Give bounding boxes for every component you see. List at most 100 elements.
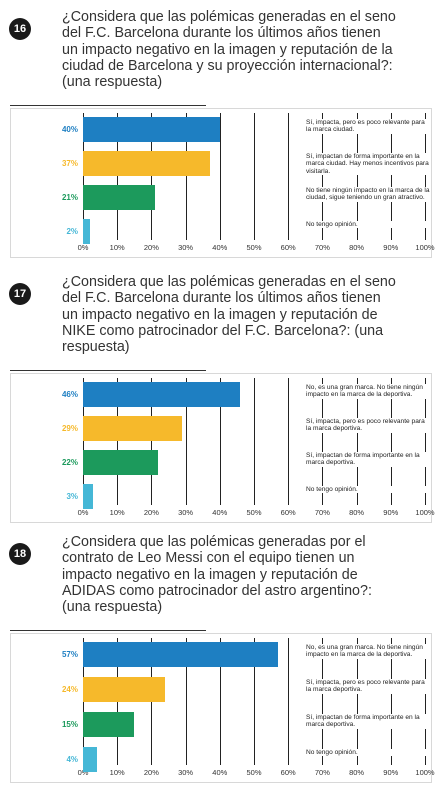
x-tick-label: 100% <box>415 508 435 517</box>
x-tick-label: 30% <box>178 508 194 517</box>
grid-line <box>390 638 392 765</box>
chart-frame <box>10 108 432 258</box>
grid-line <box>151 113 153 240</box>
divider <box>10 630 206 631</box>
grid-line <box>117 378 119 505</box>
grid-line <box>185 113 187 240</box>
bar <box>83 416 183 441</box>
x-tick-label: 70% <box>314 508 330 517</box>
grid-line <box>356 378 358 505</box>
x-tick-label: 60% <box>280 508 296 517</box>
value-label: 57% <box>61 650 78 659</box>
grid-line <box>288 638 290 765</box>
grid-line <box>219 113 221 240</box>
bar <box>83 151 210 176</box>
x-tick-label: 90% <box>383 508 399 517</box>
x-tick-label: 90% <box>383 768 399 777</box>
answer-label: Sí, impactan de forma importante en la m… <box>306 714 431 729</box>
x-tick-label: 100% <box>415 243 435 252</box>
grid-line <box>322 113 324 240</box>
answer-label: Sí, impacta, pero es poco relevante para… <box>306 418 431 433</box>
bar <box>83 450 159 475</box>
bar <box>83 219 90 244</box>
bar <box>83 117 220 142</box>
x-tick-label: 70% <box>314 768 330 777</box>
value-label: 4% <box>66 755 78 764</box>
x-tick-label: 50% <box>246 508 262 517</box>
x-tick-label: 80% <box>349 508 365 517</box>
x-tick-label: 50% <box>246 243 262 252</box>
answer-label: No tengo opinión. <box>306 221 431 229</box>
grid-line <box>83 113 84 240</box>
grid-line <box>219 638 221 765</box>
value-label: 21% <box>61 193 78 202</box>
x-tick-label: 10% <box>109 768 125 777</box>
value-label: 24% <box>61 685 78 694</box>
question-number: 16 <box>9 18 31 40</box>
grid-line <box>425 638 426 765</box>
grid-line <box>254 378 255 505</box>
grid-line <box>185 638 187 765</box>
grid-line <box>254 638 255 765</box>
value-label: 29% <box>61 424 78 433</box>
x-tick-label: 70% <box>314 243 330 252</box>
value-label: 15% <box>61 720 78 729</box>
x-tick-label: 20% <box>143 768 159 777</box>
x-tick-label: 20% <box>143 508 159 517</box>
x-tick-label: 80% <box>349 243 365 252</box>
bar <box>83 484 94 509</box>
grid-line <box>219 378 221 505</box>
question-number: 17 <box>9 283 31 305</box>
value-label: 3% <box>66 492 78 501</box>
divider <box>10 370 206 371</box>
grid-line <box>425 113 426 240</box>
x-tick-label: 40% <box>212 508 228 517</box>
chart-frame <box>10 373 432 523</box>
grid-line <box>390 378 392 505</box>
grid-line <box>322 638 324 765</box>
x-tick-label: 40% <box>212 243 228 252</box>
question-text: ¿Considera que las polémicas generadas p… <box>62 534 372 616</box>
divider <box>10 105 206 106</box>
x-tick-label: 0% <box>77 508 89 517</box>
value-label: 46% <box>61 390 78 399</box>
x-tick-label: 30% <box>178 768 194 777</box>
x-tick-label: 50% <box>246 768 262 777</box>
bar <box>83 642 278 667</box>
grid-line <box>185 378 187 505</box>
grid-line <box>390 113 392 240</box>
grid-line <box>151 378 153 505</box>
grid-line <box>425 378 426 505</box>
x-tick-label: 90% <box>383 243 399 252</box>
question-text: ¿Considera que las polémicas generadas e… <box>62 274 396 356</box>
value-label: 40% <box>61 125 78 134</box>
grid-line <box>356 638 358 765</box>
answer-label: No tengo opinión. <box>306 486 431 494</box>
answer-label: No, es una gran marca. No tiene ningún i… <box>306 384 431 399</box>
bar <box>83 747 97 772</box>
answer-label: Sí, impacta, pero es poco relevante para… <box>306 119 431 134</box>
x-tick-label: 60% <box>280 243 296 252</box>
grid-line <box>288 113 290 240</box>
value-label: 2% <box>66 227 78 236</box>
grid-line <box>254 113 255 240</box>
x-tick-label: 40% <box>212 768 228 777</box>
x-tick-label: 30% <box>178 243 194 252</box>
answer-label: Sí, impactan de forma importante en la m… <box>306 452 431 467</box>
question-number: 18 <box>9 543 31 565</box>
x-tick-label: 0% <box>77 243 89 252</box>
grid-line <box>288 378 290 505</box>
x-tick-label: 60% <box>280 768 296 777</box>
value-label: 37% <box>61 159 78 168</box>
grid-line <box>117 113 119 240</box>
x-tick-label: 20% <box>143 243 159 252</box>
question-text: ¿Considera que las polémicas generadas e… <box>62 9 396 91</box>
grid-line <box>356 113 358 240</box>
bar <box>83 677 166 702</box>
x-tick-label: 0% <box>77 768 89 777</box>
chart-frame <box>10 633 432 783</box>
bar <box>83 382 241 407</box>
grid-line <box>322 378 324 505</box>
answer-label: No tengo opinión. <box>306 749 431 757</box>
